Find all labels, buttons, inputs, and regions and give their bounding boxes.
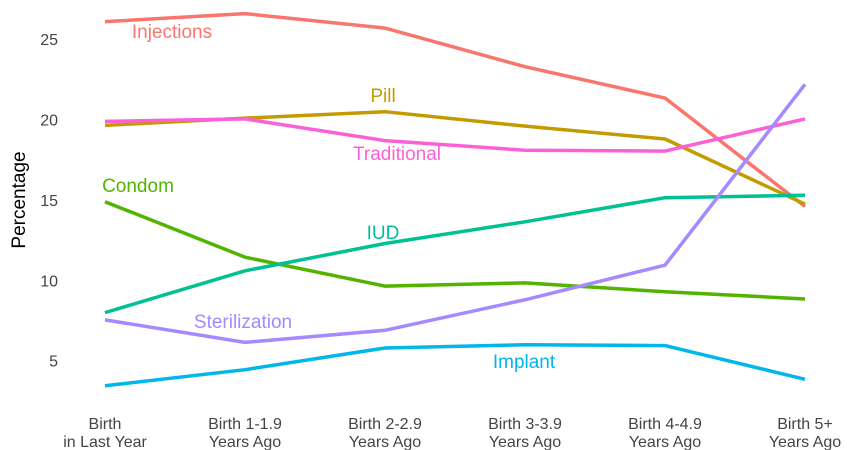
- x-tick-label-line: Years Ago: [629, 434, 701, 450]
- y-tick-label: 10: [40, 273, 58, 290]
- x-tick-label-line: Birth 5+: [777, 416, 833, 433]
- series-line: [104, 343, 806, 388]
- x-tick-label-line: Years Ago: [209, 434, 281, 450]
- series-line: [104, 117, 806, 153]
- y-tick-label: 25: [40, 32, 58, 49]
- x-tick-label-line: Years Ago: [349, 434, 421, 450]
- x-tick-label-line: Birth 2-2.9: [348, 416, 422, 433]
- series-label: Implant: [493, 352, 556, 373]
- series-label: Traditional: [353, 144, 441, 165]
- x-tick-label-line: Birth 1-1.9: [208, 416, 282, 433]
- x-tick-label: Birth 2-2.9 Years Ago: [348, 416, 422, 450]
- x-tick-label-line: Birth 3-3.9: [488, 416, 562, 433]
- x-tick-label: Birth 4-4.9 Years Ago: [628, 416, 702, 450]
- x-tick-label: Birth 1-1.9 Years Ago: [208, 416, 282, 450]
- x-tick-label: Birth 3-3.9 Years Ago: [488, 416, 562, 450]
- x-tick-label-line: Years Ago: [489, 434, 561, 450]
- x-tick-label-line: Birth 4-4.9: [628, 416, 702, 433]
- y-tick-label: 5: [49, 354, 58, 371]
- series-label: Sterilization: [194, 312, 292, 333]
- series-label: IUD: [367, 223, 400, 244]
- x-tick-label-line: Birth: [89, 416, 122, 433]
- series-label: Pill: [370, 86, 395, 107]
- y-tick-label: 20: [40, 113, 58, 130]
- y-tick-label: 15: [40, 193, 58, 210]
- series-line: [104, 11, 807, 208]
- x-tick-label: Birth in Last Year: [63, 416, 147, 450]
- series-label: Injections: [132, 22, 212, 43]
- series-line: [104, 83, 807, 345]
- series-line: [104, 200, 806, 301]
- x-tick-label-line: in Last Year: [63, 434, 147, 450]
- x-tick-label: Birth 5+ Years Ago: [769, 416, 841, 450]
- series-label: Condom: [102, 176, 174, 197]
- y-axis-title: Percentage: [9, 151, 30, 248]
- series-line: [104, 193, 806, 315]
- x-tick-label-line: Years Ago: [769, 434, 841, 450]
